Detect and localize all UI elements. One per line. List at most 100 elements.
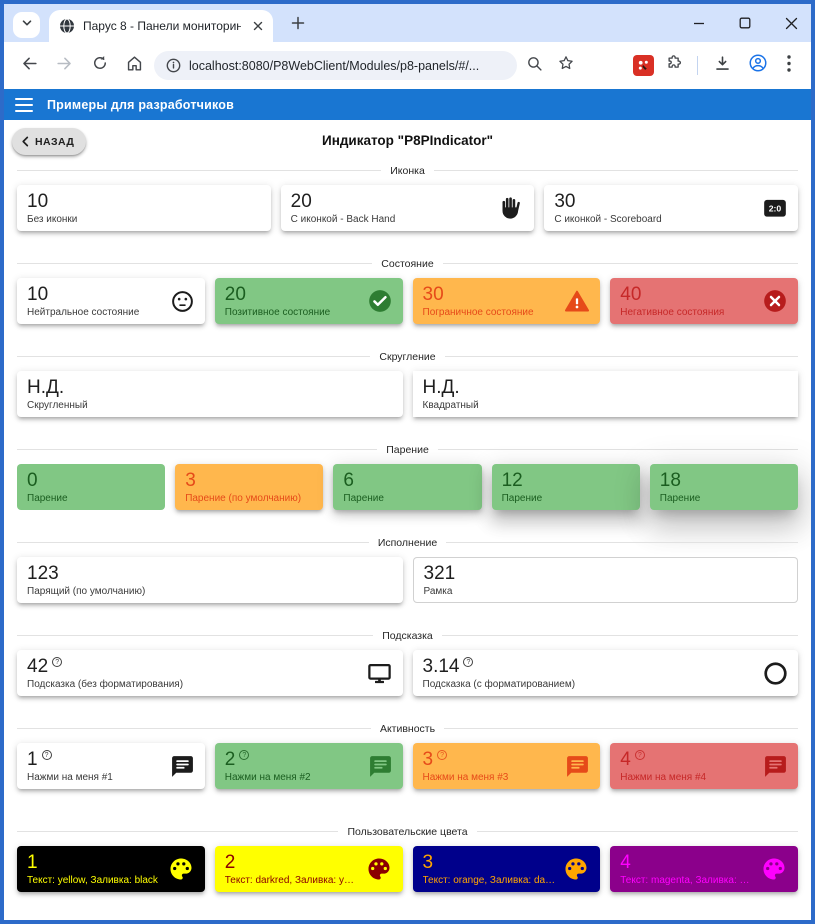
indicator-card: 18 Парение (649, 464, 798, 510)
indicator-label: Парящий (по умолчанию) (27, 585, 146, 597)
section-title: Парение (386, 443, 429, 456)
arrow-left-icon (20, 54, 39, 78)
indicator-card[interactable]: 3? Нажми на меня #3 (412, 743, 601, 789)
circle-outline-icon (763, 661, 788, 686)
indicator-label: Без иконки (27, 213, 78, 225)
section-divider: Пользовательские цвета (17, 825, 799, 838)
toolbar-divider (697, 56, 698, 75)
indicator-label: С иконкой - Back Hand (290, 213, 396, 225)
section: Активность 1? Нажми на меня #1 2? Нажми на м… (17, 722, 799, 789)
indicator-card: 3 Парение (по умолчанию) (175, 464, 324, 510)
indicator-value: 3? (423, 749, 560, 770)
extensions-button[interactable] (658, 48, 690, 83)
favicon-globe-icon (59, 18, 75, 34)
divider-line (476, 831, 799, 832)
indicator-label: Текст: orange, Заливка: darkblue (422, 874, 557, 886)
divider-line (17, 263, 373, 264)
indicator-card: 10 Нейтральное состояние (17, 278, 205, 324)
plus-icon (291, 16, 305, 35)
card-row: 1 Текст: yellow, Заливка: black 2 Текст: da… (17, 846, 798, 892)
address-bar[interactable]: localhost:8080/P8WebClient/Modules/p8-pa… (154, 51, 517, 80)
card-row: 0 Парение 3 Парение (по умолчанию) 6 Парение 1… (17, 464, 798, 510)
indicator-card[interactable]: 4? Нажми на меня #4 (610, 743, 798, 789)
indicator-label: Рамка (423, 585, 453, 597)
indicator-value: 12 (501, 469, 523, 491)
bookmark-button[interactable] (550, 48, 581, 83)
indicator-card[interactable]: 1? Нажми на меня #1 (17, 743, 205, 789)
indicator-card: 20 С иконкой - Back Hand (280, 185, 535, 231)
indicator-card: 321 Рамка (412, 557, 798, 603)
card-row: 123 Парящий (по умолчанию) 321 Рамка (17, 557, 798, 603)
magnifier-icon (526, 55, 543, 77)
window-controls (691, 4, 799, 42)
indicator-card: 123 Парящий (по умолчанию) (17, 557, 403, 603)
zoom-button[interactable] (519, 48, 550, 83)
section: Пользовательские цвета 1 Текст: yellow, За… (17, 825, 799, 892)
puzzle-icon (665, 54, 683, 77)
indicator-value: 123 (27, 562, 59, 584)
section-divider: Состояние (17, 257, 798, 270)
extension-red-button[interactable] (628, 48, 658, 83)
browser-menu-button[interactable] (775, 48, 803, 83)
forward-nav-button[interactable] (47, 48, 82, 83)
indicator-value: 42? (27, 656, 360, 677)
palette-icon (167, 855, 195, 883)
section-title: Скругление (379, 350, 436, 363)
tab-close-icon[interactable] (249, 18, 266, 35)
account-circle-icon (748, 53, 768, 78)
section-title: Активность (379, 722, 436, 735)
divider-line (444, 356, 798, 357)
back-nav-button[interactable] (12, 48, 47, 83)
indicator-label: Парение (343, 492, 384, 504)
indicator-label: Текст: yellow, Заливка: black (27, 874, 158, 886)
card-row: 10 Нейтральное состояние 20 Позитивное сост… (17, 278, 798, 324)
page-header: НАЗАД Индикатор "P8PIndicator" (4, 128, 811, 158)
indicator-value: 2 (224, 851, 236, 873)
new-tab-button[interactable] (287, 14, 309, 36)
svg-text:2:0: 2:0 (769, 203, 782, 213)
indicator-card: 30 С иконкой - Scoreboard 2:0 (544, 185, 798, 231)
home-button[interactable] (117, 48, 152, 83)
section: Подсказка 42? Подсказка (без форматировани… (17, 629, 798, 696)
minimize-button[interactable] (691, 15, 707, 31)
close-button[interactable] (783, 15, 799, 31)
indicator-value: 4 (620, 851, 631, 873)
divider-line (441, 635, 798, 636)
scoreboard-icon: 2:0 (762, 195, 788, 221)
indicator-card[interactable]: 2? Нажми на меня #2 (214, 743, 403, 789)
section: Скругление Н.Д. Скругленный Н.Д. Квадратный (17, 350, 798, 417)
indicator-label: Текст: magenta, Заливка: darkmagenta (620, 874, 754, 886)
divider-line (17, 356, 371, 357)
download-icon (713, 54, 732, 78)
info-icon[interactable] (166, 58, 181, 73)
sentiment-neutral-icon (170, 289, 195, 314)
divider-line (433, 170, 798, 171)
divider-line (17, 831, 339, 832)
section-divider: Скругление (17, 350, 798, 363)
back-button[interactable]: НАЗАД (12, 128, 87, 155)
indicator-card: Н.Д. Квадратный (412, 371, 798, 417)
indicator-value: 1 (27, 851, 38, 873)
reload-button[interactable] (82, 48, 117, 83)
section-divider: Подсказка (17, 629, 798, 642)
indicator-label: Пограничное состояние (422, 306, 534, 318)
indicator-label: С иконкой - Scoreboard (554, 213, 662, 225)
section-title: Исполнение (377, 536, 438, 549)
indicator-value: 1? (27, 749, 164, 770)
hamburger-menu-icon[interactable] (15, 97, 33, 112)
indicator-value: 10 (27, 190, 49, 212)
downloads-button[interactable] (705, 48, 740, 83)
indicator-card: 40 Негативное состояния (610, 278, 798, 324)
divider-line (17, 635, 374, 636)
profile-button[interactable] (740, 48, 775, 83)
browser-tab[interactable]: Парус 8 - Панели мониторинг (49, 10, 273, 42)
indicator-card: 10 Без иконки (17, 185, 271, 231)
tab-search-button[interactable] (13, 12, 40, 38)
indicator-card: 20 Позитивное состояние (214, 278, 403, 324)
maximize-button[interactable] (737, 15, 753, 31)
warning-icon (564, 288, 590, 314)
indicator-label: Позитивное состояние (224, 306, 331, 318)
indicator-label: Подсказка (с форматированием) (422, 678, 576, 690)
